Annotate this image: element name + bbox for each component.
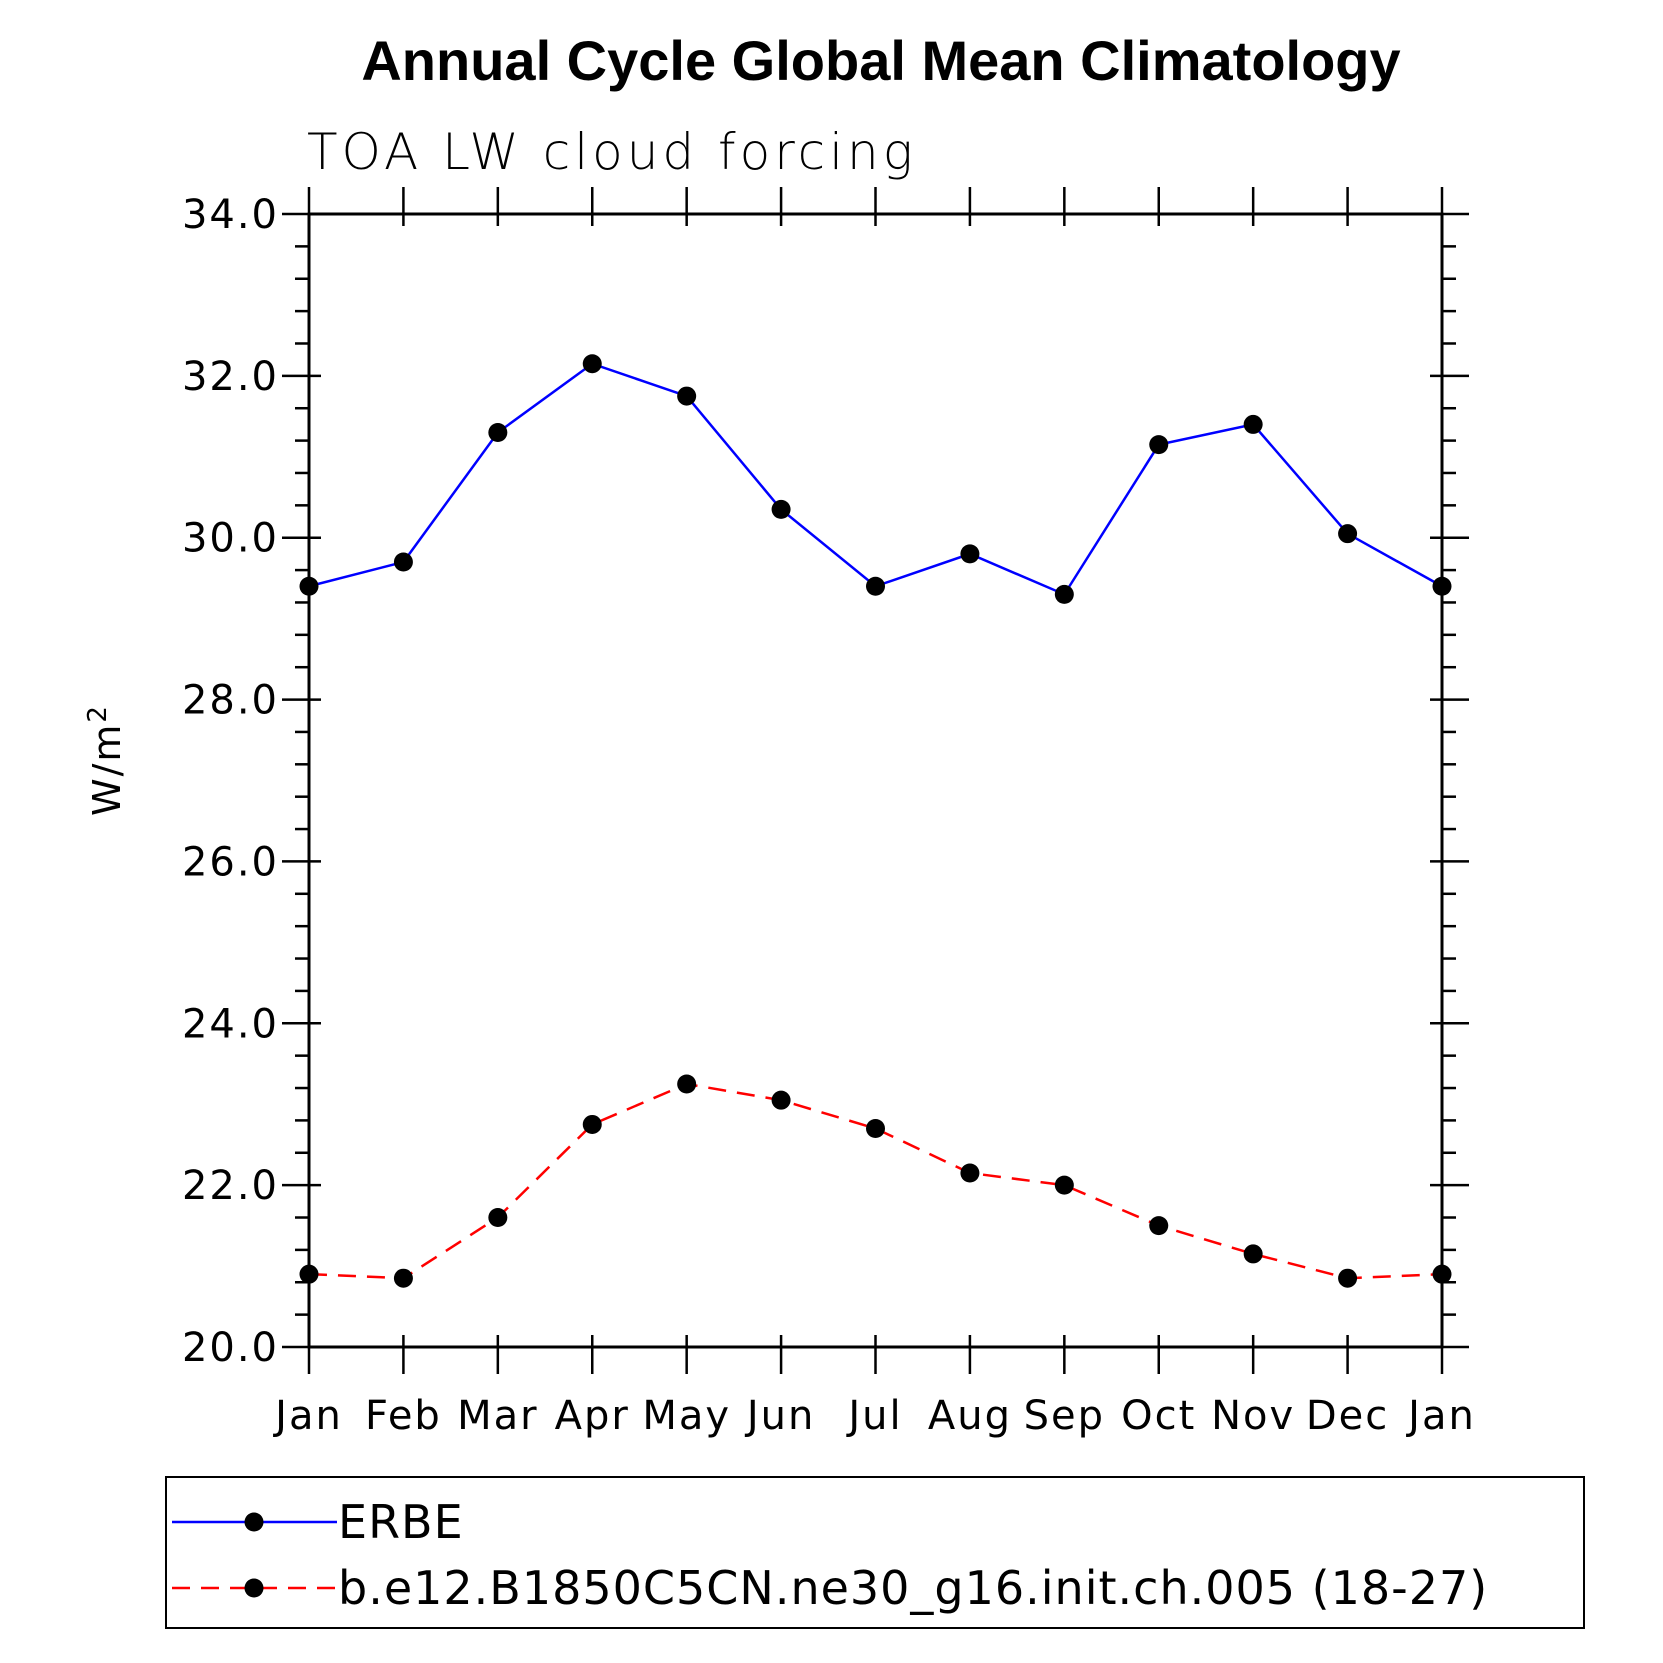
data-point [488, 423, 508, 443]
legend-box [165, 1476, 1585, 1629]
axis-ticks [282, 187, 1469, 1374]
data-point [488, 1208, 508, 1228]
x-tick-label: Jan [1405, 1393, 1476, 1439]
y-tick-label: 30.0 [182, 516, 279, 562]
data-point [960, 1163, 980, 1183]
data-point [1243, 1244, 1263, 1264]
data-point [393, 1268, 413, 1288]
x-tick-label: Dec [1306, 1393, 1389, 1439]
y-tick-label: 20.0 [182, 1325, 279, 1371]
x-tick-label: May [642, 1393, 731, 1439]
x-tick-label: Nov [1211, 1393, 1295, 1439]
chart-subtitle: TOA LW cloud forcing [307, 123, 917, 181]
x-tick-labels: Jan Feb Mar Apr May Jun Jul Aug Sep Oct Nov Dec Jan [272, 1393, 1476, 1439]
x-tick-label: Feb [365, 1393, 442, 1439]
data-point [771, 499, 791, 519]
legend-label: ERBE [338, 1495, 464, 1549]
data-point [1054, 584, 1074, 604]
legend-label: b.e12.B1850C5CN.ne30_g16.init.ch.005 (18… [338, 1561, 1488, 1615]
y-tick-label: 22.0 [182, 1163, 279, 1209]
data-point [1338, 524, 1358, 544]
data-point [1149, 1216, 1169, 1236]
legend: ERBE b.e12.B1850C5CN.ne30_g16.init.ch.005… [165, 1476, 1585, 1629]
data-point [1338, 1268, 1358, 1288]
y-tick-label: 34.0 [182, 192, 279, 238]
data-point [677, 386, 697, 406]
data-point [582, 354, 602, 374]
y-tick-label: 26.0 [182, 839, 279, 885]
x-tick-label: Apr [555, 1393, 630, 1439]
series-line-1 [308, 362, 1443, 596]
x-tick-label: Jan [272, 1393, 343, 1439]
data-point [393, 552, 413, 572]
x-tick-label: Mar [457, 1393, 538, 1439]
y-tick-labels: 20.0 22.0 24.0 26.0 28.0 30.0 32.0 34.0 [182, 192, 279, 1371]
x-tick-label: Jun [744, 1393, 816, 1439]
y-tick-label: 24.0 [182, 1001, 279, 1047]
series-group [299, 354, 1452, 1288]
data-point [866, 1118, 885, 1138]
data-point [1243, 414, 1263, 434]
data-point [771, 1090, 791, 1110]
data-point [1149, 435, 1169, 455]
data-point [677, 1074, 697, 1094]
y-tick-label: 32.0 [182, 354, 279, 400]
series-line-2 [308, 1082, 1443, 1280]
x-tick-label: Sep [1024, 1393, 1105, 1439]
data-point [582, 1114, 602, 1134]
x-tick-label: Jul [845, 1393, 902, 1439]
x-tick-label: Aug [928, 1393, 1012, 1439]
plot-frame [307, 212, 1444, 1349]
y-tick-label: 28.0 [182, 678, 279, 724]
legend-marker [244, 1578, 264, 1598]
y-axis-label: W/m2 [83, 704, 129, 816]
data-point [1054, 1175, 1074, 1195]
legend-marker [244, 1512, 264, 1532]
data-point [960, 544, 980, 564]
chart-title: Annual Cycle Global Mean Climatology [361, 29, 1400, 92]
data-point [866, 576, 885, 596]
x-tick-label: Oct [1121, 1393, 1196, 1439]
